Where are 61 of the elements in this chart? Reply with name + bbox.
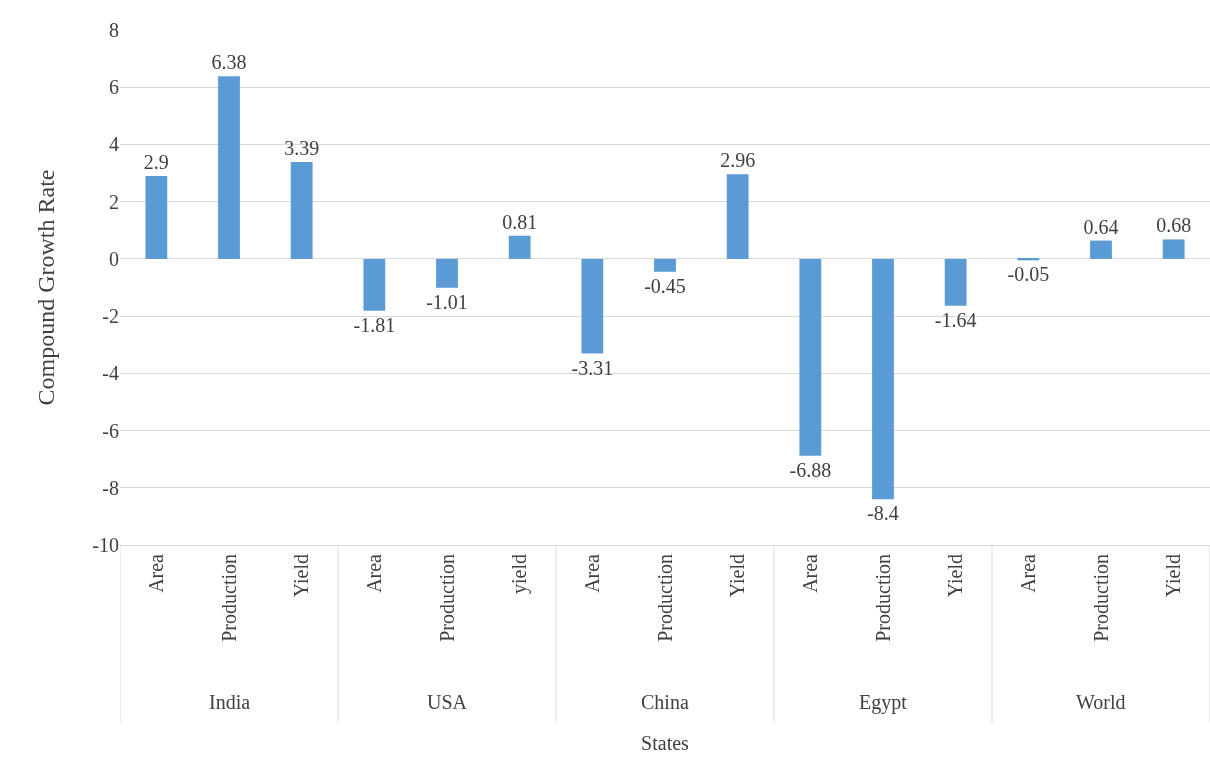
bar bbox=[1162, 239, 1185, 259]
x-tick-label: Area bbox=[362, 553, 385, 593]
x-tick-label: Production bbox=[217, 554, 240, 642]
x-axis-title: States bbox=[641, 732, 690, 755]
y-tick-label: -4 bbox=[102, 362, 119, 385]
x-tick-label: Area bbox=[580, 553, 603, 593]
x-tick-label: Production bbox=[435, 554, 458, 642]
x-tick-label: Production bbox=[653, 554, 676, 642]
data-label: 0.81 bbox=[502, 210, 538, 233]
bar bbox=[726, 174, 749, 259]
y-tick-label: 6 bbox=[109, 76, 119, 99]
bar bbox=[508, 235, 531, 259]
data-label: -1.81 bbox=[353, 313, 396, 336]
y-axis-title: Compound Growth Rate bbox=[33, 169, 60, 406]
y-tick-label: -6 bbox=[102, 419, 119, 442]
y-tick-label: 8 bbox=[109, 19, 119, 41]
data-label: 2.96 bbox=[720, 149, 756, 172]
text: Egypt bbox=[859, 691, 908, 714]
data-label: -1.64 bbox=[934, 308, 977, 331]
data-label: -8.4 bbox=[867, 502, 899, 525]
data-label: 0.64 bbox=[1083, 215, 1119, 238]
text: China bbox=[641, 691, 689, 713]
x-tick-label: Area bbox=[1016, 553, 1039, 593]
bar bbox=[872, 258, 894, 500]
bar bbox=[218, 76, 240, 259]
x-tick-label: yield bbox=[508, 554, 532, 594]
data-label: -6.88 bbox=[789, 458, 832, 481]
bar bbox=[944, 258, 967, 306]
text: India bbox=[209, 691, 251, 713]
bar bbox=[654, 258, 676, 272]
data-label: 0.68 bbox=[1156, 214, 1192, 237]
y-tick-label: -8 bbox=[102, 476, 119, 499]
text: USA bbox=[427, 691, 468, 713]
x-tick-label: Production bbox=[871, 554, 894, 642]
data-label: 2.9 bbox=[143, 150, 169, 173]
x-tick-label: Yield bbox=[944, 554, 967, 598]
bar bbox=[1090, 240, 1112, 259]
bar bbox=[799, 258, 822, 456]
y-tick-label: 2 bbox=[109, 190, 119, 213]
y-tick-label: -2 bbox=[102, 305, 119, 328]
bar bbox=[581, 258, 604, 354]
bar bbox=[290, 161, 313, 259]
bar bbox=[363, 258, 386, 311]
bar bbox=[145, 175, 168, 259]
y-tick-label: -10 bbox=[92, 534, 119, 556]
data-label: 6.38 bbox=[211, 51, 247, 74]
x-tick-label: Yield bbox=[1162, 554, 1185, 598]
x-tick-label: Area bbox=[798, 553, 821, 593]
text: World bbox=[1076, 691, 1126, 713]
data-label: -0.45 bbox=[644, 274, 686, 297]
data-label: -0.05 bbox=[1007, 263, 1050, 286]
bar bbox=[436, 258, 458, 288]
y-tick-label: 0 bbox=[109, 247, 119, 270]
data-label: -3.31 bbox=[571, 356, 614, 379]
x-tick-label: Yield bbox=[726, 554, 749, 598]
x-tick-label: Area bbox=[144, 553, 167, 593]
data-label: -1.01 bbox=[426, 290, 468, 313]
data-label: 3.39 bbox=[284, 136, 320, 159]
x-tick-label: Yield bbox=[290, 554, 313, 598]
x-tick-label: Production bbox=[1089, 554, 1112, 642]
y-tick-label: 4 bbox=[109, 133, 119, 156]
